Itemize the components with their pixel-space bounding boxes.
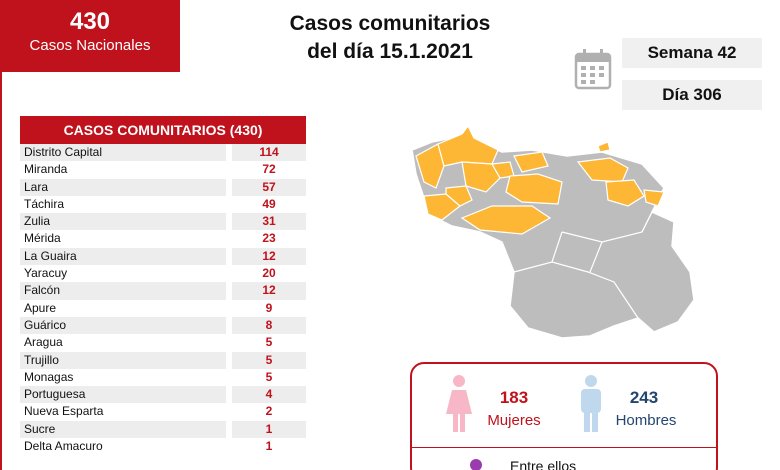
state-case-count: 20	[232, 265, 306, 283]
page-title: Casos comunitarios del día 15.1.2021	[230, 10, 550, 66]
table-row: Yaracuy 20	[20, 265, 306, 283]
state-case-count: 31	[232, 213, 306, 231]
state-case-count: 49	[232, 195, 306, 214]
title-line-1: Casos comunitarios	[289, 12, 491, 35]
venezuela-map	[411, 124, 695, 339]
state-case-count: 1	[232, 420, 306, 439]
state-case-count: 5	[232, 351, 306, 369]
cases-table-body: Distrito Capital 114 Miranda 72 Lara 57 Táchir…	[20, 144, 306, 456]
state-case-count: 12	[232, 247, 306, 266]
state-name: Monagas	[20, 368, 232, 387]
left-accent-rule	[0, 72, 2, 470]
state-name: La Guaira	[20, 247, 232, 266]
state-monagas	[605, 179, 645, 207]
state-case-count: 57	[232, 178, 306, 196]
table-row: Guárico 8	[20, 316, 306, 335]
state-name: Distrito Capital	[20, 144, 232, 162]
state-case-count: 5	[232, 334, 306, 352]
state-case-count: 1	[232, 438, 306, 456]
state-name: Miranda	[20, 161, 232, 179]
state-name: Lara	[20, 178, 232, 196]
table-row: Táchira 49	[20, 195, 306, 214]
table-row: Sucre 1	[20, 420, 306, 439]
table-row: La Guaira 12	[20, 247, 306, 266]
table-row: Lara 57	[20, 178, 306, 196]
state-case-count: 2	[232, 403, 306, 421]
title-line-2: del día 15.1.2021	[307, 40, 473, 63]
state-case-count: 8	[232, 316, 306, 335]
panel-divider	[410, 447, 718, 448]
state-case-count: 23	[232, 230, 306, 248]
total-cases-label: Casos Nacionales	[29, 37, 151, 54]
state-name: Táchira	[20, 195, 232, 214]
state-capital-miranda	[513, 151, 549, 173]
state-merida	[445, 185, 473, 207]
state-delta-amacuro	[643, 189, 665, 207]
week-badge: Semana 42	[622, 38, 762, 68]
state-name: Sucre	[20, 420, 232, 439]
state-name: Delta Amacuro	[20, 438, 232, 456]
state-case-count: 5	[232, 368, 306, 387]
men-count: 243	[629, 388, 659, 407]
women-label: Mujeres	[487, 412, 541, 429]
state-nueva-esparta	[597, 141, 611, 153]
cases-table: CASOS COMUNITARIOS (430) Distrito Capita…	[20, 116, 306, 456]
table-row: Distrito Capital 114	[20, 144, 306, 162]
table-row: Zulia 31	[20, 213, 306, 231]
table-row: Monagas 5	[20, 368, 306, 387]
state-guarico	[505, 173, 563, 205]
total-cases-number: 430	[69, 8, 111, 35]
cases-table-header: CASOS COMUNITARIOS (430)	[20, 116, 306, 144]
table-row: Falcón 12	[20, 282, 306, 300]
bullet-icon	[470, 459, 482, 470]
state-falcon	[437, 124, 499, 167]
state-case-count: 9	[232, 299, 306, 317]
state-lara	[461, 161, 501, 193]
table-row: Delta Amacuro 1	[20, 438, 306, 456]
state-name: Guárico	[20, 316, 232, 335]
table-row: Mérida 23	[20, 230, 306, 248]
state-name: Yaracuy	[20, 265, 232, 283]
table-row: Aragua 5	[20, 334, 306, 352]
state-zulia	[415, 143, 445, 189]
day-badge: Día 306	[622, 80, 762, 110]
table-row: Trujillo 5	[20, 351, 306, 369]
table-row: Miranda 72	[20, 161, 306, 179]
state-name: Zulia	[20, 213, 232, 231]
state-name: Falcón	[20, 282, 232, 300]
state-case-count: 4	[232, 386, 306, 404]
table-row: Nueva Esparta 2	[20, 403, 306, 421]
among-them-text: Entre ellos	[510, 458, 577, 470]
state-apure	[460, 205, 552, 235]
state-name: Aragua	[20, 334, 232, 352]
state-name: Mérida	[20, 230, 232, 248]
state-sucre	[576, 157, 629, 183]
female-figure-icon	[446, 375, 472, 432]
state-name: Apure	[20, 299, 232, 317]
total-cases-box: 430 Casos Nacionales	[0, 0, 180, 72]
women-count: 183	[499, 388, 529, 407]
state-case-count: 72	[232, 161, 306, 179]
state-name: Portuguesa	[20, 386, 232, 404]
state-tachira	[423, 193, 461, 221]
state-name: Nueva Esparta	[20, 403, 232, 421]
table-row: Apure 9	[20, 299, 306, 317]
calendar-icon	[574, 49, 612, 90]
men-label: Hombres	[615, 412, 677, 429]
state-case-count: 12	[232, 282, 306, 300]
table-row: Portuguesa 4	[20, 386, 306, 404]
male-figure-icon	[581, 375, 601, 432]
state-case-count: 114	[232, 144, 306, 162]
state-name: Trujillo	[20, 351, 232, 369]
